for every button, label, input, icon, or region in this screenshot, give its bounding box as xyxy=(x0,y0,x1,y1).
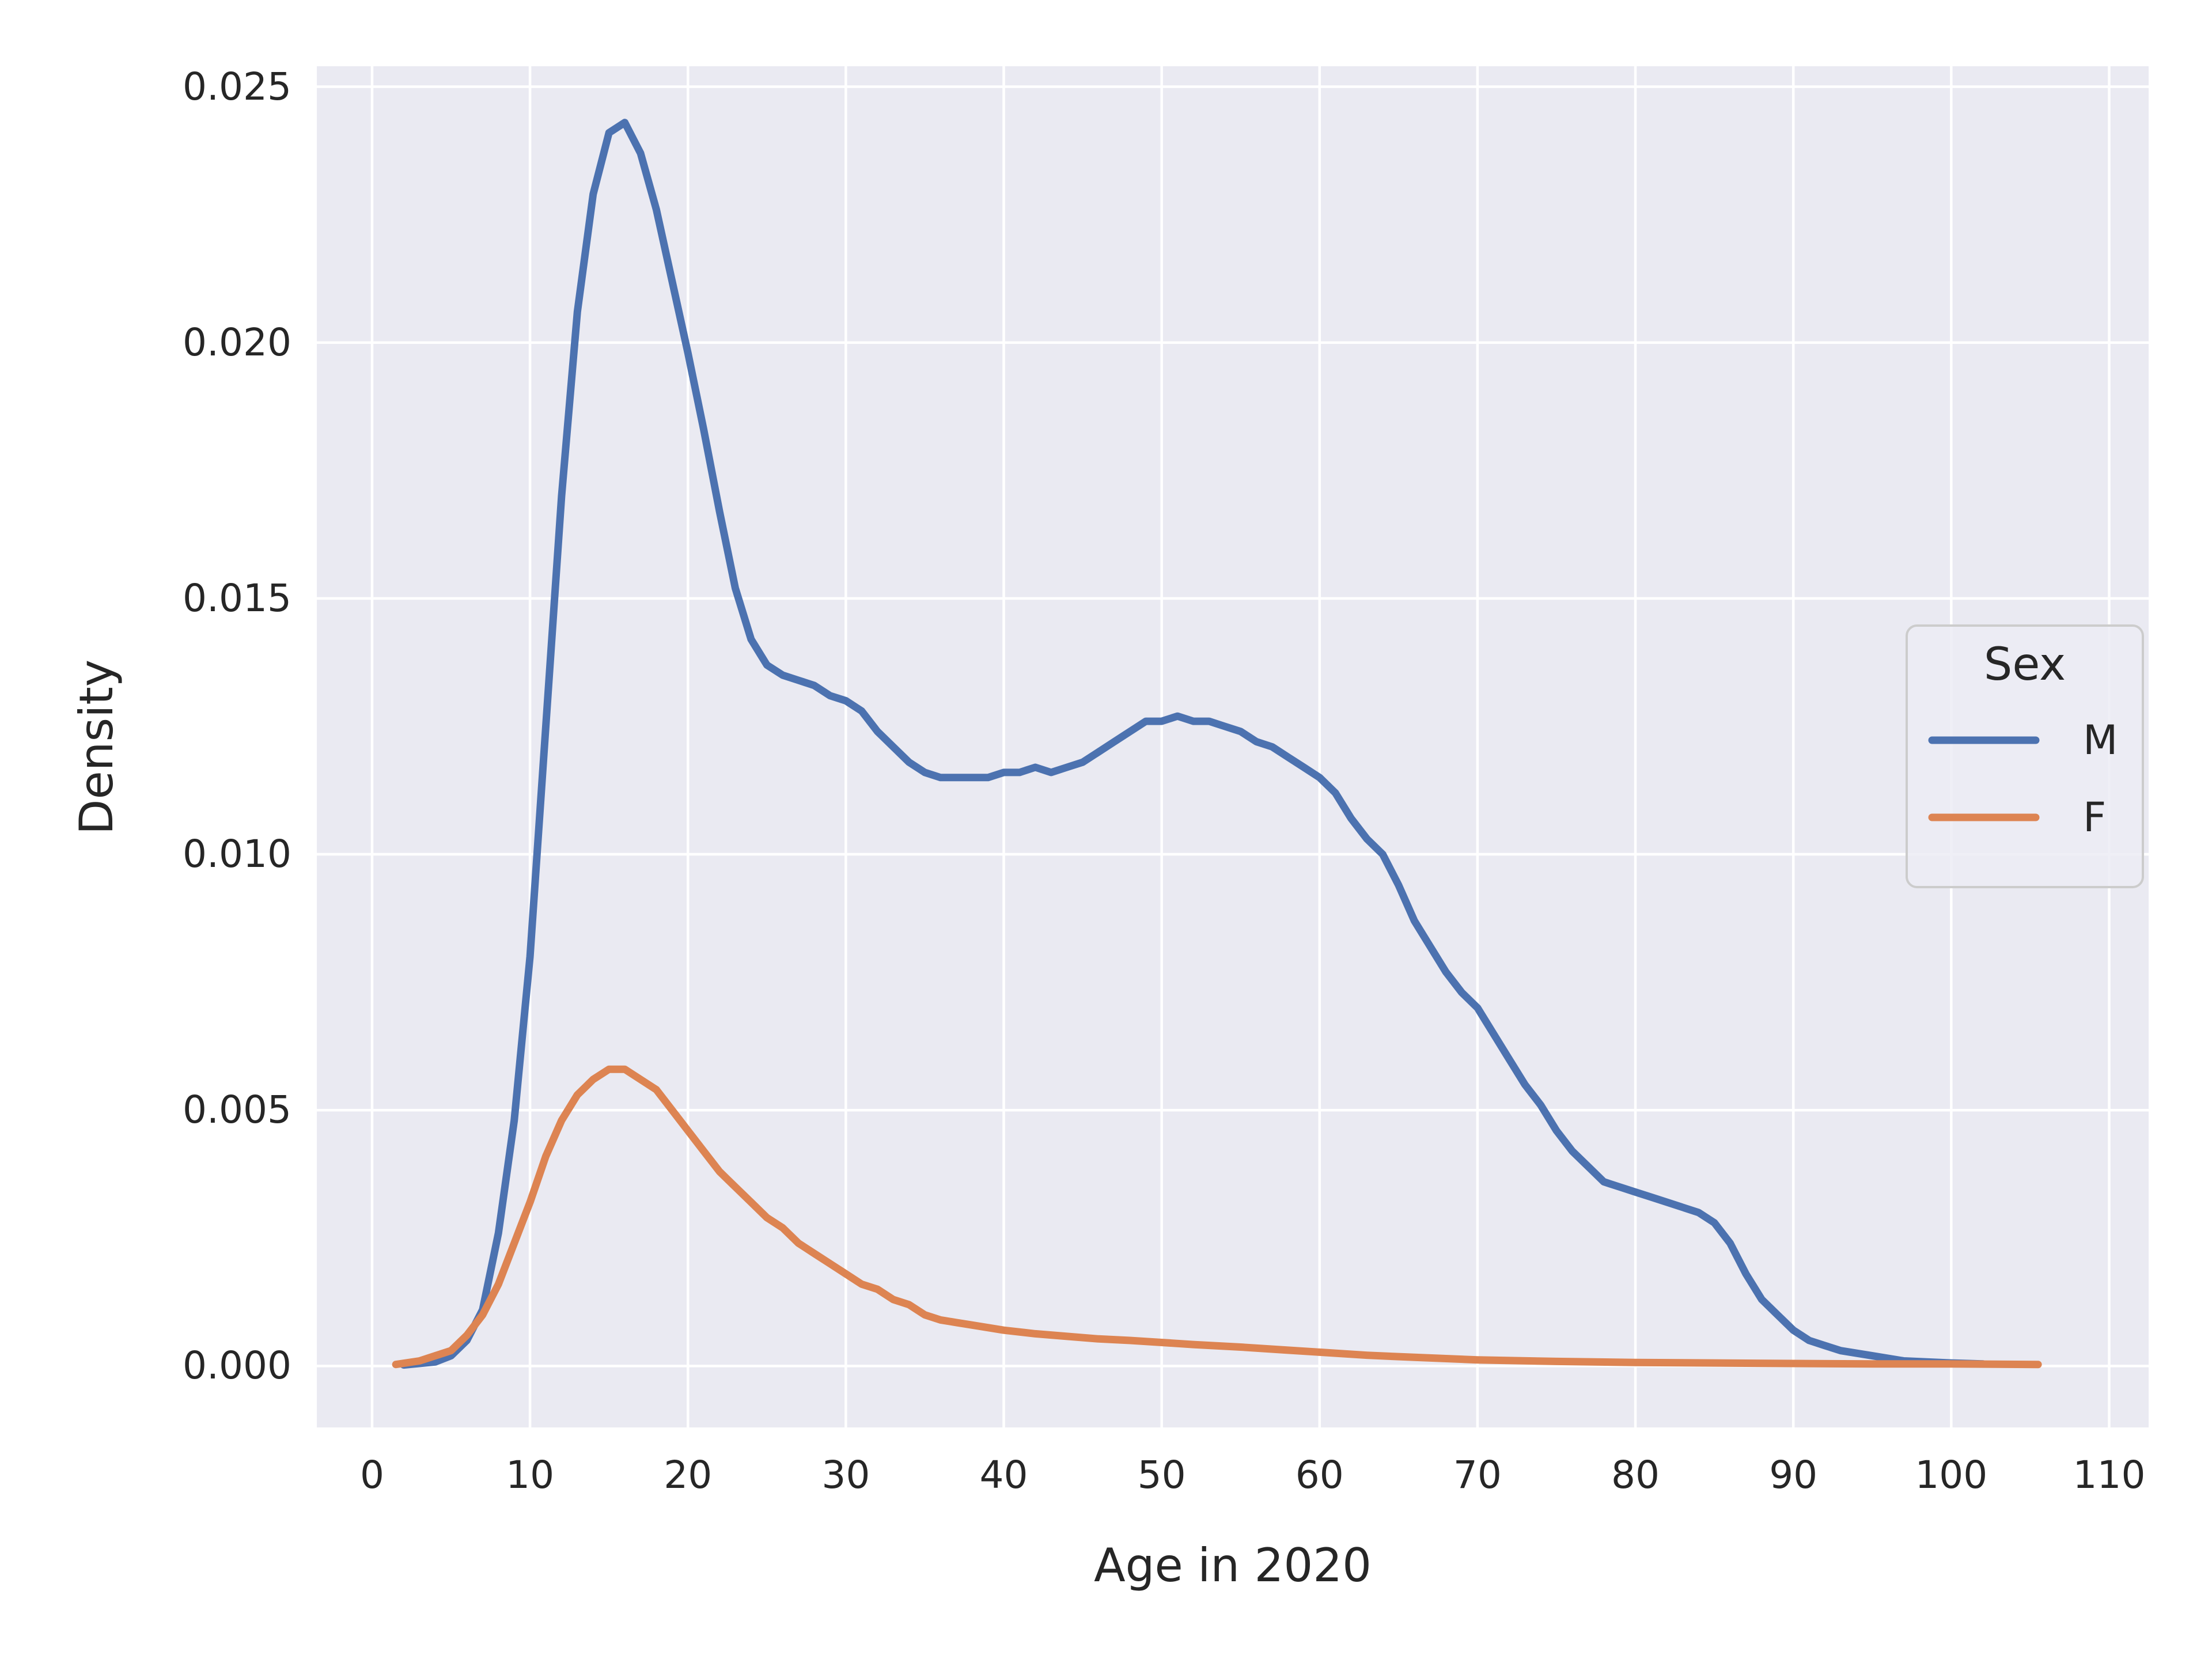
y-tick-label: 0.005 xyxy=(183,1088,291,1132)
x-tick-label: 80 xyxy=(1611,1453,1660,1497)
grid-layer xyxy=(317,66,2149,1427)
series-line-m xyxy=(400,119,1987,1369)
x-tick-label: 60 xyxy=(1295,1453,1344,1497)
series-layer xyxy=(392,119,2042,1369)
y-axis-label: Density xyxy=(70,659,123,835)
y-tick-label: 0.000 xyxy=(183,1343,291,1388)
x-tick-label: 10 xyxy=(506,1453,555,1497)
y-tick-label: 0.015 xyxy=(183,575,291,620)
y-tick-label: 0.010 xyxy=(183,832,291,877)
x-tick-label: 50 xyxy=(1137,1453,1186,1497)
plot-area: 0 10 20 30 40 50 60 70 80 90 100 110 0.000 0.005 0.01… xyxy=(70,66,2149,1589)
legend-line-sample-f-icon xyxy=(1928,813,2040,821)
y-tick-label: 0.020 xyxy=(183,320,291,365)
legend: Sex M F xyxy=(1906,624,2144,888)
legend-item-m: M xyxy=(1927,702,2122,779)
series-line-f xyxy=(392,1065,2042,1369)
x-tick-label: 100 xyxy=(1915,1453,1988,1497)
x-tick-label: 20 xyxy=(664,1453,713,1497)
legend-item-label: F xyxy=(2083,793,2107,841)
legend-item-label: M xyxy=(2083,716,2118,764)
x-tick-label: 40 xyxy=(979,1453,1028,1497)
x-tick-label: 110 xyxy=(2073,1453,2146,1497)
x-tick-label: 70 xyxy=(1453,1453,1502,1497)
legend-title: Sex xyxy=(1983,639,2066,691)
x-tick-label: 0 xyxy=(359,1453,384,1497)
y-tick-label: 0.025 xyxy=(183,64,291,109)
x-axis-label: Age in 2020 xyxy=(1093,1539,1372,1592)
x-tick-label: 30 xyxy=(821,1453,870,1497)
x-tick-label: 90 xyxy=(1769,1453,1818,1497)
chart-svg xyxy=(317,66,2149,1427)
legend-item-f: F xyxy=(1927,779,2122,856)
legend-line-sample-m-icon xyxy=(1928,736,2040,744)
